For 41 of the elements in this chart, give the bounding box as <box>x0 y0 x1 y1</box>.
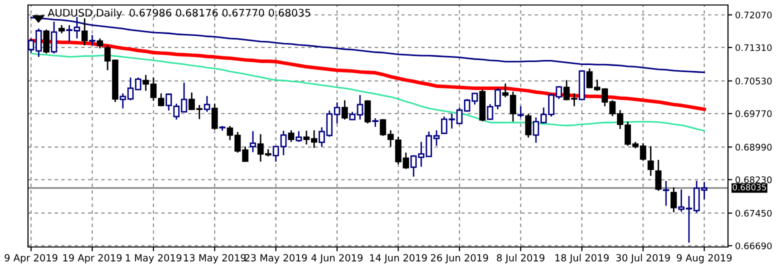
candlestick <box>342 100 348 120</box>
ref-line-label: 0.68035 <box>732 184 766 190</box>
y-tick-label: 0.70530 <box>736 78 772 85</box>
candlestick <box>204 95 210 113</box>
y-tick-label: 0.72070 <box>736 12 772 18</box>
candlestick <box>648 145 654 176</box>
x-tick-label: 19 Apr 2019 <box>63 254 122 264</box>
candlestick <box>89 34 96 46</box>
y-tick-label: 0.68230 <box>736 176 772 184</box>
candlestick <box>670 186 677 213</box>
candlestick <box>662 180 670 207</box>
y-tick-label: 0.68990 <box>736 144 772 151</box>
x-tick-label: 8 Jul 2019 <box>496 254 544 264</box>
candlestick <box>364 100 371 124</box>
candlestick <box>296 130 302 143</box>
x-tick-label: 13 May 2019 <box>184 254 246 264</box>
y-tick-label: 0.69770 <box>736 110 772 118</box>
x-tick-label: 9 Apr 2019 <box>4 254 58 264</box>
y-tick-label: 0.71310 <box>736 44 772 52</box>
y-tick-label: 0.66690 <box>736 242 772 250</box>
candlestick <box>212 102 218 131</box>
x-tick-label: 18 Jul 2019 <box>555 254 609 264</box>
x-tick-label: 1 May 2019 <box>126 254 182 264</box>
candlestick <box>518 106 524 118</box>
y-tick-label: 0.67450 <box>736 210 772 217</box>
candlestick <box>288 130 294 143</box>
x-tick-label: 9 Aug 2019 <box>676 254 732 264</box>
candlestick <box>96 38 104 50</box>
candlestick <box>50 21 58 54</box>
candlestick <box>81 18 88 46</box>
candlestick <box>43 28 50 54</box>
chart-title: AUDUSD,Daily 0.67986 0.68176 0.67770 0.68035 <box>48 8 310 19</box>
candlestick <box>158 92 164 107</box>
x-tick-label: 4 Jun 2019 <box>311 254 363 264</box>
x-tick-label: 14 Jun 2019 <box>370 254 427 264</box>
candlestick <box>250 130 256 153</box>
x-tick-label: 30 Jul 2019 <box>616 254 670 264</box>
x-tick-label: 23 May 2019 <box>244 254 307 264</box>
candlestick <box>655 159 662 192</box>
x-tick-label: 26 Jun 2019 <box>430 254 488 264</box>
candlestick <box>525 113 532 138</box>
